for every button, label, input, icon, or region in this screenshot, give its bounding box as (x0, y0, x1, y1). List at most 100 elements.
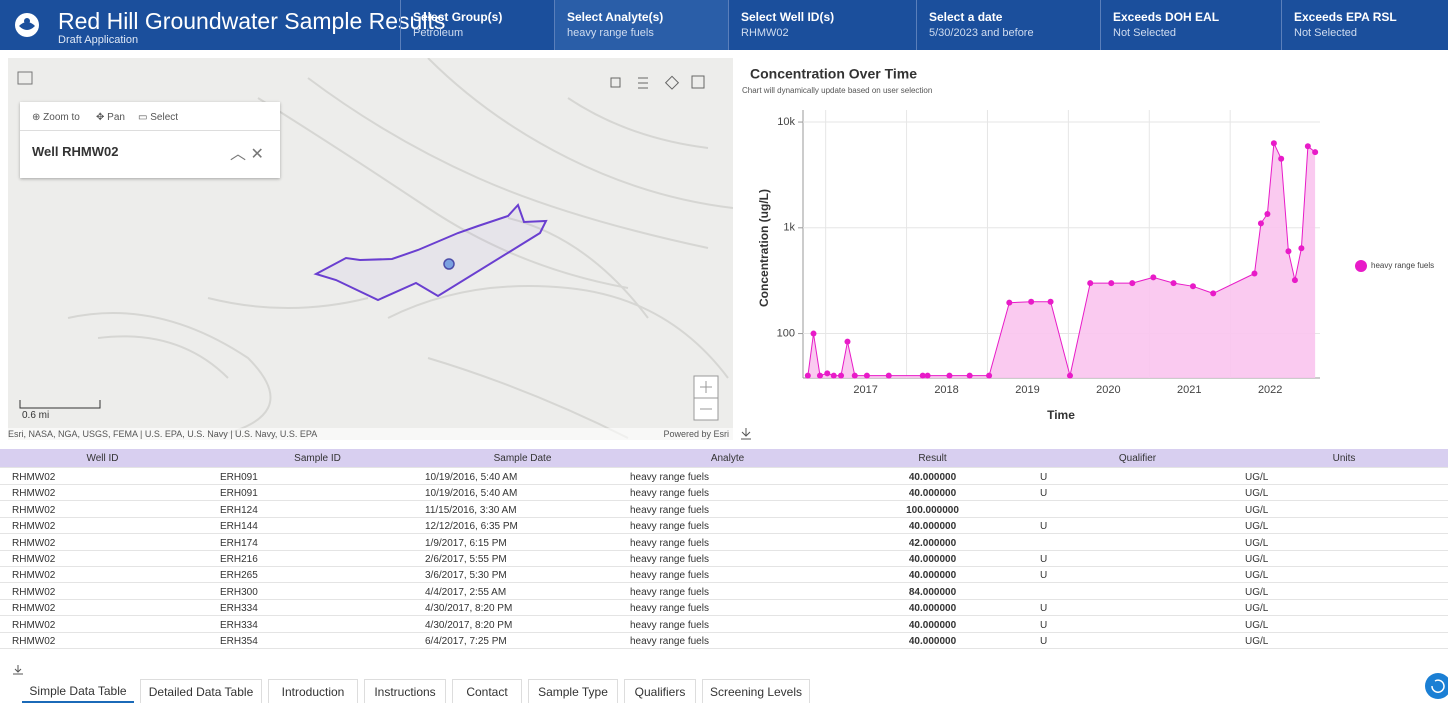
pan[interactable]: ✥ Pan (96, 112, 125, 123)
marker (838, 373, 844, 379)
table-cell: RHMW02 (12, 521, 55, 532)
zoom-to[interactable]: ⊕ Zoom to (32, 112, 80, 123)
x-tick-label: 2017 (853, 384, 877, 396)
table-cell: 10/19/2016, 5:40 AM (425, 488, 517, 499)
table-cell: 40.000000 (830, 570, 1035, 581)
table-cell: RHMW02 (12, 636, 55, 647)
table-cell: 3/6/2017, 5:30 PM (425, 570, 507, 581)
marker (1150, 274, 1156, 280)
page: {"header": {"title": "Red Hill Groundwat… (0, 0, 1448, 703)
table-cell: 40.000000 (830, 554, 1035, 565)
filter[interactable]: Select a date 5/30/2023 and before (916, 0, 1100, 50)
marker (1292, 277, 1298, 283)
table-cell: ERH334 (220, 603, 258, 614)
chart: Concentration Over Time Chart will dynam… (735, 58, 1448, 446)
map[interactable]: ⊕ Zoom to ✥ Pan ▭ Select Well RHMW02 ︿ ✕… (8, 58, 733, 440)
column-header[interactable]: Qualifier (1035, 453, 1240, 464)
filter-label: Select a date (929, 10, 1100, 24)
y-tick-label: 10k (777, 116, 795, 128)
column-header[interactable]: Sample Date (420, 453, 625, 464)
marker (844, 339, 850, 345)
table-cell: heavy range fuels (630, 636, 709, 647)
tab[interactable]: Sample Type (528, 679, 618, 703)
column-header[interactable]: Well ID (0, 453, 205, 464)
table-cell: 6/4/2017, 7:25 PM (425, 636, 507, 647)
table-cell: UG/L (1245, 620, 1268, 631)
marker (1258, 220, 1264, 226)
data-table: Well ID Sample IDSample DateAnalyteResult… (0, 449, 1448, 662)
table-cell: RHMW02 (12, 603, 55, 614)
legend-marker (1355, 260, 1367, 272)
marker (824, 370, 830, 376)
filter-value: RHMW02 (741, 27, 916, 39)
x-tick-label: 2022 (1258, 384, 1282, 396)
tool-label: Pan (107, 112, 125, 123)
tab[interactable]: Simple Data Table (22, 679, 134, 703)
column-header[interactable]: Analyte (625, 453, 830, 464)
chart-title: Concentration Over Time (750, 66, 917, 82)
table-cell: heavy range fuels (630, 538, 709, 549)
filter-value: 5/30/2023 and before (929, 27, 1100, 39)
table-cell: heavy range fuels (630, 587, 709, 598)
popup-controls[interactable]: ︿ ✕ (230, 140, 264, 164)
filter[interactable]: Select Analyte(s)heavy range fuels (554, 0, 728, 50)
tab[interactable]: Instructions (364, 679, 446, 703)
well-popup: ⊕ Zoom to ✥ Pan ▭ Select Well RHMW02 ︿ ✕ (20, 102, 280, 178)
table-cell: ERH216 (220, 554, 258, 565)
marker (886, 373, 892, 379)
column-header[interactable]: Result (830, 453, 1035, 464)
tab[interactable]: Introduction (268, 679, 358, 703)
table-cell: U (1040, 521, 1047, 532)
tool-label: Zoom to (43, 112, 80, 123)
table-cell: 40.000000 (830, 636, 1035, 647)
table-cell: 2/6/2017, 5:55 PM (425, 554, 507, 565)
select[interactable]: ▭ Select (138, 112, 178, 123)
tab[interactable]: Qualifiers (624, 679, 696, 703)
tab[interactable]: Detailed Data Table (140, 679, 262, 703)
filter[interactable]: Select Group(s)Petroleum (400, 0, 554, 50)
y-tick-label: 100 (777, 327, 795, 339)
table-cell: ERH334 (220, 620, 258, 631)
download-icon[interactable] (741, 428, 751, 439)
table-cell: RHMW02 (12, 587, 55, 598)
tab[interactable]: Contact (452, 679, 522, 703)
y-tick-label: 1k (783, 222, 795, 234)
marker (986, 373, 992, 379)
column-header[interactable]: Units (1240, 453, 1448, 464)
marker (1278, 156, 1284, 162)
tab[interactable]: Screening Levels (702, 679, 810, 703)
table-cell: 4/30/2017, 8:20 PM (425, 620, 512, 631)
marker (1312, 149, 1318, 155)
chart-subtitle: Chart will dynamically update based on u… (742, 86, 932, 95)
table-cell: U (1040, 620, 1047, 631)
download-icon[interactable] (12, 664, 24, 676)
table-cell: 40.000000 (830, 488, 1035, 499)
table-cell: 40.000000 (830, 603, 1035, 614)
legend-label[interactable]: heavy range fuels (1371, 261, 1434, 270)
column-header[interactable]: Sample ID (215, 453, 420, 464)
filter-value: heavy range fuels (567, 27, 728, 39)
table-cell: RHMW02 (12, 570, 55, 581)
marker (1067, 373, 1073, 379)
marker (967, 373, 973, 379)
marker (1028, 299, 1034, 305)
refresh-button[interactable] (1424, 672, 1448, 700)
filter-label: Exceeds DOH EAL (1113, 10, 1281, 24)
filter[interactable]: Select Well ID(s)RHMW02 (728, 0, 916, 50)
table-cell: ERH300 (220, 587, 258, 598)
marker (1048, 299, 1054, 305)
marker (1251, 270, 1257, 276)
